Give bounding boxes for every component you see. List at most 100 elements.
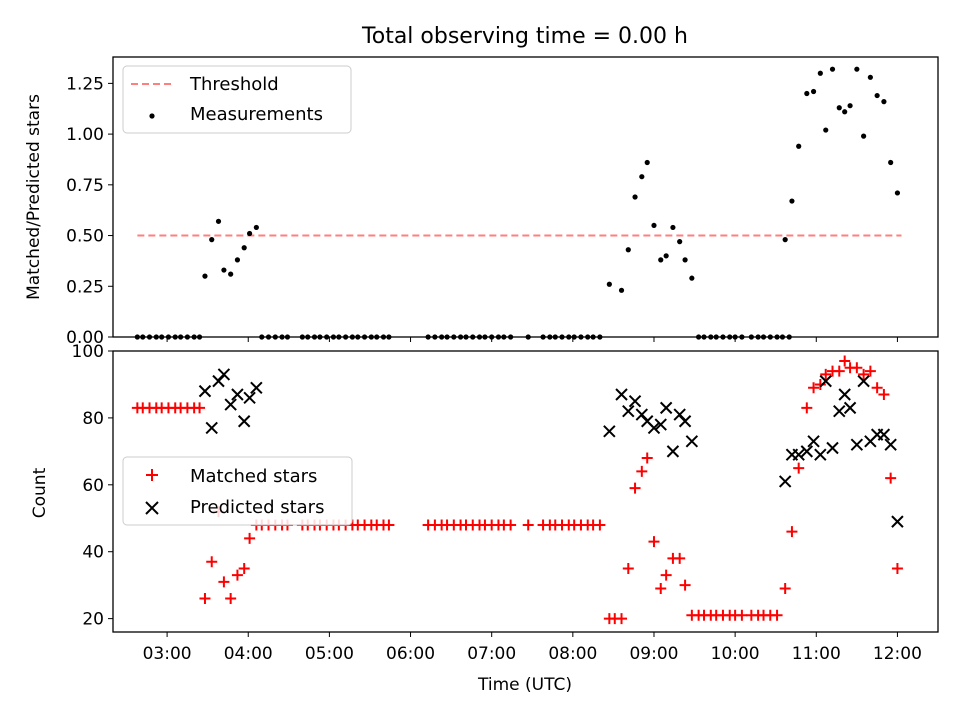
legend-predicted-swatch bbox=[145, 501, 159, 515]
predicted-star-point bbox=[819, 374, 832, 388]
legend-matched-label: Matched stars bbox=[190, 466, 317, 487]
top-y-tick-label: 1.00 bbox=[66, 125, 104, 145]
x-tick-label: 03:00 bbox=[143, 644, 192, 664]
matched-star-point bbox=[648, 536, 660, 548]
x-axis-label: Time (UTC) bbox=[477, 675, 572, 695]
x-tick-label: 07:00 bbox=[467, 644, 516, 664]
matched-star-point bbox=[864, 365, 876, 377]
measurement-point bbox=[241, 245, 247, 251]
predicted-star-point bbox=[666, 445, 680, 458]
predicted-star-point bbox=[231, 388, 244, 401]
matched-star-point bbox=[244, 532, 256, 544]
matched-star-point bbox=[383, 519, 395, 531]
matched-star-point bbox=[655, 583, 667, 595]
predicted-star-point bbox=[807, 435, 820, 448]
measurement-point bbox=[639, 174, 645, 180]
x-tick-label: 09:00 bbox=[629, 644, 678, 664]
measurement-point bbox=[682, 257, 688, 263]
matched-star-point bbox=[820, 368, 832, 380]
measurement-point bbox=[670, 224, 676, 231]
predicted-star-point bbox=[843, 401, 857, 415]
x-tick-label: 06:00 bbox=[386, 644, 435, 664]
legend-predicted-label: Predicted stars bbox=[190, 497, 324, 518]
matched-star-point bbox=[885, 472, 897, 484]
predicted-star-point bbox=[224, 398, 237, 411]
matched-star-point bbox=[660, 569, 672, 581]
predicted-star-point bbox=[243, 391, 256, 405]
bottom-y-tick-label: 40 bbox=[82, 543, 104, 563]
measurement-point bbox=[253, 224, 259, 231]
measurement-point bbox=[215, 218, 222, 224]
measurement-point bbox=[861, 133, 867, 139]
bottom-legend: Matched stars Predicted stars bbox=[122, 456, 353, 526]
x-tick-label: 11:00 bbox=[792, 644, 841, 664]
bottom-x-ticks: 03:00 04:00 05:00 06:00 07:00 08:00 09:00 10:00… bbox=[143, 632, 922, 664]
predicted-star-point bbox=[659, 401, 673, 415]
measurement-point bbox=[689, 275, 695, 281]
predicted-star-point bbox=[884, 438, 897, 451]
predicted-star-point bbox=[833, 405, 846, 418]
measurement-point bbox=[817, 70, 823, 76]
matched-star-point bbox=[771, 609, 783, 621]
measurement-point bbox=[209, 237, 215, 243]
measurement-point bbox=[804, 90, 810, 97]
measurement-point bbox=[836, 105, 842, 111]
top-y-tick-label: 1.25 bbox=[66, 74, 104, 94]
matched-star-point bbox=[194, 402, 206, 414]
measurement-point bbox=[829, 66, 836, 72]
measurement-point bbox=[234, 257, 241, 263]
top-y-axis-label: Matched/Predicted stars bbox=[24, 94, 44, 300]
top-y-tick-label: 0.50 bbox=[66, 227, 104, 247]
predicted-star-point bbox=[237, 415, 251, 428]
legend-matched-swatch bbox=[146, 469, 158, 481]
matched-star-point bbox=[801, 402, 813, 414]
predicted-star-point bbox=[838, 388, 851, 401]
measurement-point bbox=[644, 159, 650, 166]
measurement-point bbox=[246, 230, 253, 237]
measurement-point bbox=[789, 198, 795, 204]
x-tick-label: 05:00 bbox=[305, 644, 354, 664]
measurement-point bbox=[618, 287, 625, 293]
bottom-y-tick-label: 20 bbox=[82, 610, 104, 630]
matched-star-point bbox=[594, 519, 606, 531]
measurement-point bbox=[823, 127, 829, 133]
bottom-axes-frame bbox=[112, 350, 939, 633]
matched-star-point bbox=[231, 569, 243, 581]
top-y-tick-label: 0.00 bbox=[66, 328, 104, 348]
measurement-point bbox=[894, 190, 901, 196]
predicted-star-point bbox=[877, 428, 891, 441]
bottom-y-axis-label: Count bbox=[30, 467, 50, 518]
top-x-ticks bbox=[166, 337, 898, 342]
bottom-y-tick-label: 80 bbox=[82, 409, 104, 429]
measurement-point bbox=[202, 273, 208, 279]
predicted-star-point bbox=[792, 448, 805, 461]
matched-star-point bbox=[199, 593, 211, 605]
measurement-point bbox=[625, 247, 631, 253]
matched-star-point bbox=[833, 365, 845, 377]
x-tick-label: 04:00 bbox=[224, 644, 273, 664]
measurement-point bbox=[651, 222, 657, 229]
matched-star-point bbox=[206, 556, 218, 568]
matched-star-point bbox=[808, 382, 820, 394]
matched-star-point bbox=[641, 452, 653, 464]
chart-title: Total observing time = 0.00 h bbox=[361, 24, 688, 49]
measurement-point bbox=[842, 109, 848, 115]
matched-star-point bbox=[629, 482, 641, 494]
predicted-star-point bbox=[622, 405, 635, 418]
measurement-point bbox=[881, 99, 887, 105]
measurement-point bbox=[847, 103, 853, 109]
predicted-star-point bbox=[814, 448, 827, 461]
legend-measurements-swatch bbox=[149, 113, 155, 119]
predicted-star-point bbox=[857, 374, 870, 388]
measurement-point bbox=[632, 194, 638, 200]
measurement-point bbox=[663, 253, 669, 259]
matched-star-point bbox=[736, 609, 748, 621]
predicted-star-point bbox=[826, 441, 839, 455]
matched-star-point bbox=[622, 562, 634, 574]
predicted-star-point bbox=[603, 425, 616, 438]
predicted-star-point bbox=[198, 384, 212, 398]
measurement-point bbox=[658, 257, 664, 263]
matched-star-point bbox=[225, 593, 237, 605]
predicted-star-point bbox=[217, 368, 231, 381]
